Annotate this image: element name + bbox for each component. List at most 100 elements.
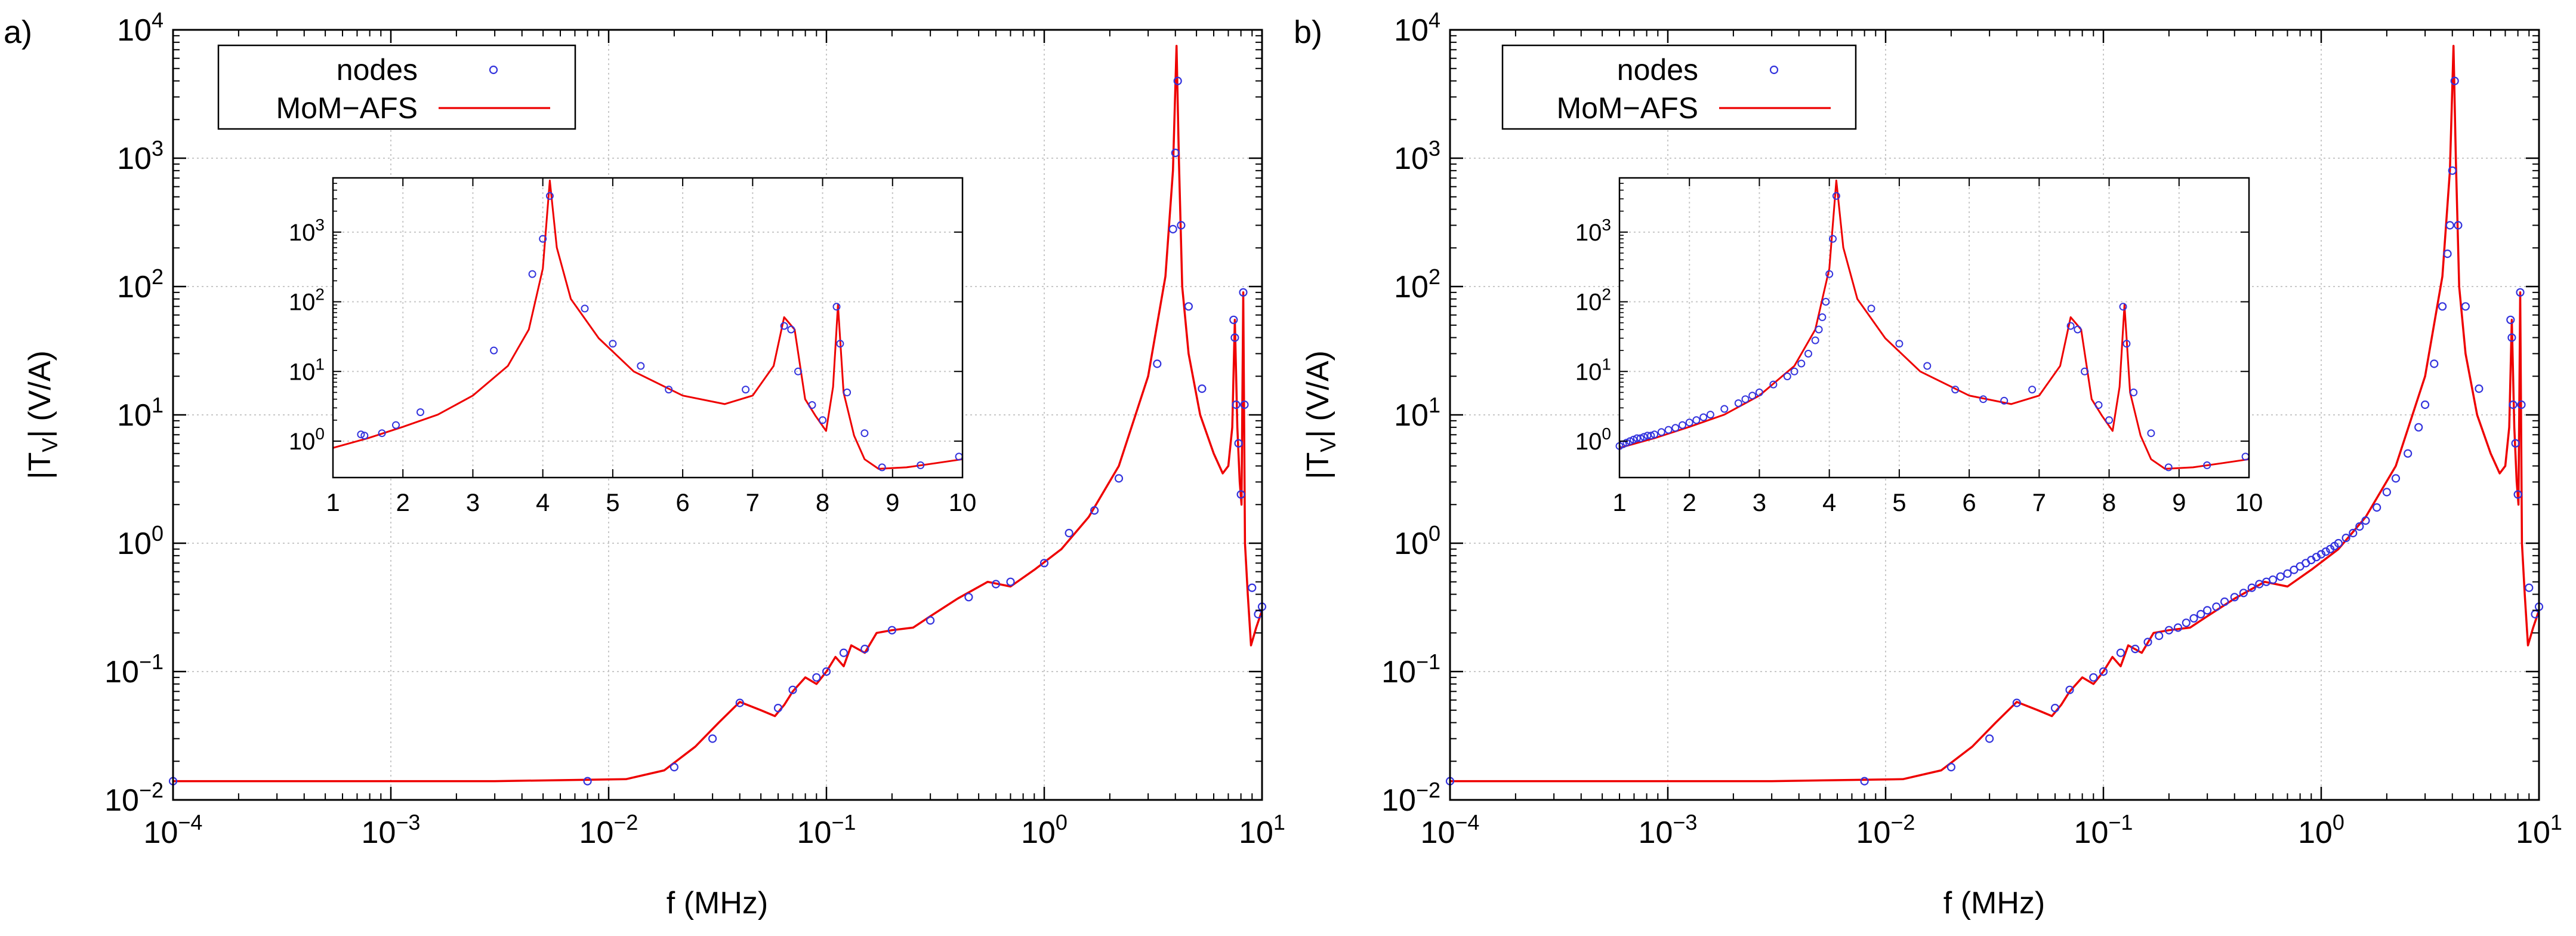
series-line-mom-afs — [173, 45, 1263, 783]
node-point — [1240, 400, 1249, 410]
node-point — [2430, 359, 2439, 368]
inset-node-point — [581, 304, 589, 313]
inset-node-point — [1825, 270, 1834, 278]
panel-label-a: a) — [4, 14, 32, 50]
inset-ticks-a — [332, 177, 963, 478]
node-point — [1177, 221, 1186, 230]
legend-marker-nodes — [1769, 65, 1779, 75]
inset-y-tick-label: 102 — [289, 285, 325, 316]
node-point — [2065, 685, 2074, 694]
node-point — [2334, 538, 2343, 548]
inset-node-point — [1633, 434, 1641, 442]
node-point — [1946, 762, 1955, 772]
inset-node-point — [1832, 192, 1840, 200]
node-point — [2421, 400, 2430, 410]
node-point — [1153, 359, 1162, 368]
panel-a: a) 10−4 10−3 10−2 10−1 100 101 10−210−1100101… — [4, 8, 1285, 920]
inset-node-point — [1815, 325, 1823, 334]
node-point — [2012, 698, 2021, 707]
y-tick-label: 100 — [117, 521, 163, 561]
node-point — [2182, 618, 2191, 627]
node-point — [2391, 474, 2401, 483]
inset-node-point — [1622, 439, 1631, 447]
x-axis-title-b: f (MHz) — [1943, 886, 2045, 920]
node-point — [2461, 302, 2470, 311]
node-point — [1114, 474, 1124, 483]
x-tick-label: 10−4 — [1421, 810, 1480, 850]
inset-node-point — [1951, 386, 1960, 394]
inset-node-point — [1699, 413, 1708, 421]
inset-node-point — [1748, 392, 1757, 400]
inset-node-point — [878, 463, 886, 472]
node-point — [1232, 400, 1241, 410]
inset-node-point — [1769, 380, 1778, 389]
y-tick-labels-a: 10−2 10−1 100 101 102 103 104 — [104, 8, 163, 818]
node-point — [2516, 288, 2525, 297]
node-point — [860, 644, 869, 654]
inset-x-tick-label: 2 — [1683, 488, 1696, 516]
node-point — [2212, 602, 2221, 611]
x-tick-label: 10−4 — [144, 810, 203, 850]
inset-background — [1619, 178, 2249, 478]
node-point — [788, 685, 797, 694]
inset-frame — [332, 177, 964, 479]
node-point — [2454, 221, 2463, 230]
node-point — [2361, 516, 2370, 525]
y-tick-label: 10−2 — [1381, 778, 1440, 818]
inset-x-tick-label: 3 — [1753, 488, 1766, 516]
node-point — [670, 762, 679, 772]
inset-nodes-group-b — [1615, 192, 2250, 472]
inset-node-point — [1679, 421, 1686, 429]
inset-node-point — [490, 346, 498, 355]
node-point — [2507, 333, 2516, 342]
inset-x-tick-label: 7 — [2032, 488, 2046, 516]
y-tick-labels-b: 10−2 10−1 100 101 102 103 104 — [1381, 8, 1440, 818]
node-point — [2373, 503, 2381, 512]
inset-x-tick-label: 9 — [886, 488, 899, 516]
y-tick-label: 101 — [117, 393, 163, 433]
inset-node-point — [1895, 340, 1904, 348]
node-point — [1090, 506, 1099, 515]
inset-series-line-mom-afs — [1619, 179, 2250, 470]
inset-node-point — [2105, 416, 2114, 424]
node-point — [2443, 250, 2452, 258]
node-point — [1006, 577, 1015, 586]
y-tick-label: 103 — [1394, 136, 1440, 176]
y-tick-label: 103 — [117, 136, 163, 176]
node-point — [773, 703, 783, 713]
ticks-a — [172, 29, 1263, 801]
inset-node-point — [1692, 416, 1701, 424]
inset-node-point — [742, 386, 750, 394]
inset-x-tick-label: 5 — [606, 488, 619, 516]
inset-y-tick-label: 100 — [289, 424, 325, 455]
node-point — [822, 667, 831, 676]
inset-node-point — [860, 429, 869, 438]
curve-group-a — [173, 45, 1263, 783]
inset-node-point — [665, 386, 673, 394]
inset-node-point — [1671, 424, 1680, 432]
inset-x-tick-label: 3 — [466, 488, 480, 516]
inset-x-tick-label: 8 — [2102, 488, 2116, 516]
y-tick-label: 100 — [1394, 521, 1440, 561]
inset-node-point — [378, 429, 386, 438]
inset-node-point — [2028, 386, 2037, 394]
node-point — [2404, 449, 2413, 458]
node-point — [2475, 384, 2484, 393]
inset-frame — [1618, 177, 2250, 479]
node-point — [2050, 703, 2060, 713]
node-point — [2321, 547, 2330, 556]
node-point — [1985, 734, 1994, 743]
node-point — [2268, 575, 2278, 584]
inset-node-point — [1636, 434, 1645, 442]
node-point — [964, 593, 973, 602]
node-point — [2230, 593, 2239, 602]
inset-node-point — [1741, 395, 1750, 404]
y-tick-label: 104 — [1394, 8, 1440, 48]
inset-node-point — [1822, 298, 1830, 306]
inset-node-point — [1979, 395, 1988, 404]
node-point — [2316, 550, 2326, 559]
x-tick-label: 10−1 — [2074, 810, 2133, 850]
inset-node-point — [819, 416, 827, 424]
inset-node-point — [1804, 350, 1812, 358]
node-point — [839, 648, 849, 657]
